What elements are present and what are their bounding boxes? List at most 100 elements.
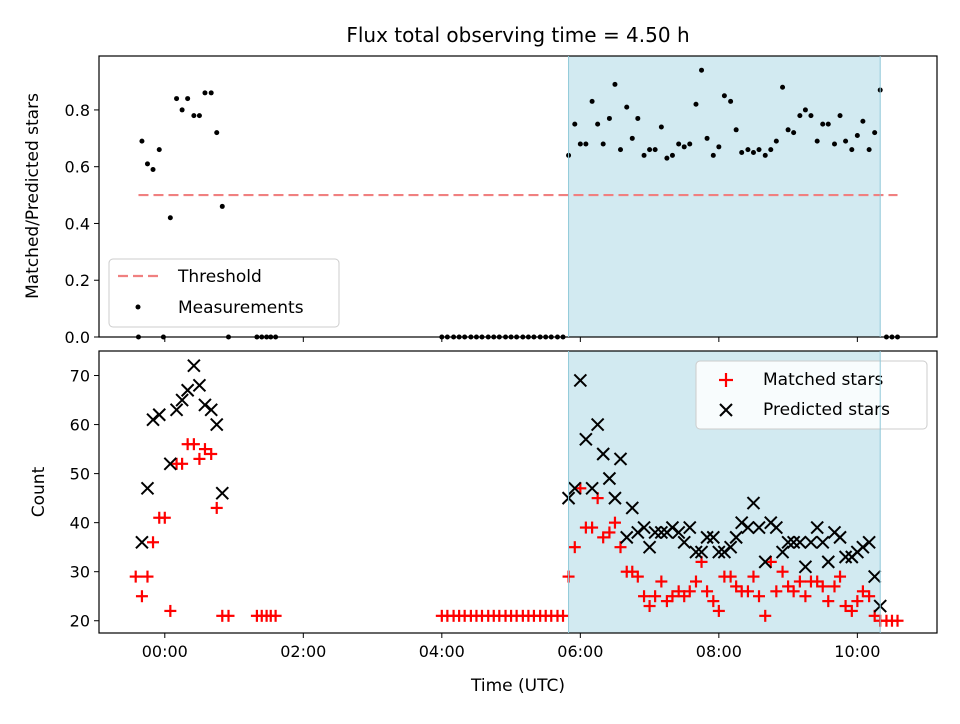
matched-star-point (683, 585, 696, 598)
predicted-star-point (135, 535, 149, 549)
measurement-point (832, 141, 838, 147)
matched-star-point (863, 590, 876, 603)
matched-star-point (129, 570, 142, 583)
matched-star-point (655, 575, 668, 588)
matched-star-point (603, 526, 616, 539)
measurement-point (179, 107, 185, 113)
predicted-star-point (215, 486, 229, 500)
measurement-point (802, 107, 808, 113)
predicted-star-point (833, 530, 847, 545)
matched-star-point (787, 585, 800, 598)
predicted-star-point (838, 550, 853, 564)
predicted-star-point (689, 545, 703, 559)
predicted-star-point (602, 471, 617, 486)
measurement-point (762, 152, 768, 158)
measurement-point (606, 115, 612, 121)
y-tick-label: 60 (70, 416, 90, 435)
measurement-point (612, 81, 618, 87)
measurement-point (572, 121, 578, 127)
predicted-star-point (821, 555, 835, 569)
predicted-star-point (752, 520, 766, 535)
predicted-star-point (706, 530, 721, 545)
matched-star-point (649, 590, 662, 603)
measurement-point (721, 93, 727, 99)
predicted-star-point (781, 535, 795, 549)
matched-star-point (839, 600, 852, 613)
predicted-star-point (620, 530, 634, 545)
measurement-point (577, 141, 583, 147)
measurement-point (652, 147, 658, 153)
predicted-star-point (741, 520, 755, 535)
x-tick-label: 02:00 (280, 642, 326, 661)
measurement-point (174, 96, 180, 102)
matched-star-point (747, 570, 760, 583)
matched-star-point (816, 580, 829, 593)
y-tick-label: 70 (70, 367, 90, 386)
measurement-point (768, 147, 774, 153)
measurement-point (139, 138, 145, 144)
predicted-star-point (862, 535, 876, 549)
matched-star-point (707, 595, 720, 608)
measurement-point (750, 150, 756, 156)
matched-star-point (666, 590, 679, 603)
y-tick-label: 40 (70, 514, 90, 533)
predicted-star-point (585, 481, 599, 496)
legend-predicted-label: Predicted stars (763, 400, 890, 420)
measurement-point (635, 115, 641, 121)
measurement-point (191, 113, 197, 119)
measurement-point (854, 132, 860, 138)
measurement-point (589, 98, 595, 104)
matched-star-point (198, 443, 211, 456)
x-tick-label: 08:00 (696, 642, 742, 661)
matched-star-point (269, 609, 282, 622)
chart-title: Flux total observing time = 4.50 h (346, 23, 689, 47)
matched-star-point (164, 604, 177, 617)
y-tick-label: 50 (70, 465, 90, 484)
matched-star-point (712, 604, 725, 617)
predicted-star-point (654, 525, 669, 540)
predicted-star-point (810, 520, 824, 535)
legend-predicted-swatch (719, 403, 733, 417)
matched-star-point (776, 565, 789, 578)
measurement-point (820, 121, 826, 127)
predicted-star-point (723, 540, 738, 554)
legend-threshold-label: Threshold (177, 267, 262, 287)
measurement-point (693, 101, 699, 107)
matched-star-point (793, 575, 806, 588)
measurement-point (704, 135, 710, 141)
bottom-legend: Matched stars Predicted stars (695, 360, 928, 430)
measurement-point (739, 150, 745, 156)
legend-measurements-label: Measurements (178, 298, 304, 318)
matched-star-point (689, 575, 702, 588)
x-tick-label: 10:00 (834, 642, 880, 661)
bottom-legend-box (695, 360, 928, 430)
matched-star-point (135, 590, 148, 603)
predicted-star-point (648, 525, 662, 540)
measurement-point (664, 155, 670, 161)
y-tick-label: 0.6 (65, 158, 90, 177)
measurement-point (710, 152, 716, 158)
matched-star-point (147, 536, 160, 549)
predicted-star-point (579, 432, 593, 446)
matched-star-point (205, 447, 218, 460)
measurement-point (617, 147, 623, 153)
matched-star-point (187, 438, 200, 451)
predicted-star-point (187, 359, 201, 373)
bottom-y-ticks: 20 30 40 50 60 70 (70, 367, 99, 631)
x-tick-label: 00:00 (142, 642, 188, 661)
matched-star-point (141, 570, 154, 583)
matched-star-point (193, 452, 206, 465)
measurement-point (866, 147, 872, 153)
matched-star-point (158, 511, 171, 524)
bottom-panel: 20 30 40 50 60 70 00:00 02:00 04:00 06:00 08:00 10… (29, 350, 938, 661)
matched-star-point (724, 570, 737, 583)
measurement-point (202, 90, 208, 96)
predicted-star-point (786, 535, 801, 549)
predicted-star-point (775, 545, 790, 559)
matched-star-point (586, 521, 599, 534)
predicted-star-point (816, 535, 830, 549)
measurement-point (208, 90, 214, 96)
matched-star-point (770, 585, 783, 598)
top-legend: Threshold Measurements (108, 258, 340, 328)
matched-star-point (638, 590, 651, 603)
